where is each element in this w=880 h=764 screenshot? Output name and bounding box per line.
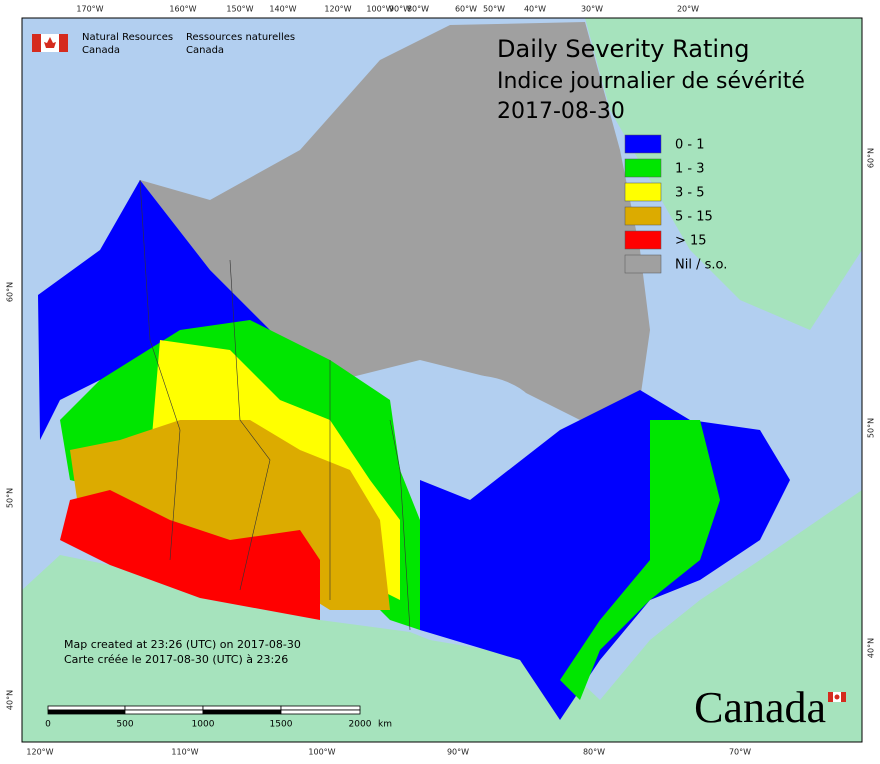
longitude-label: 90°W — [447, 748, 469, 757]
longitude-label: 120°W — [324, 5, 351, 14]
arctic-nil — [140, 22, 650, 420]
extreme-band — [60, 490, 320, 620]
org-en: Natural Resources — [82, 32, 173, 43]
scale-label: 1000 — [192, 720, 215, 730]
longitude-label: 70°W — [729, 748, 751, 757]
scale-segment — [202, 709, 282, 715]
scale-label: 0 — [45, 720, 51, 730]
legend-swatch — [624, 206, 662, 226]
hudson-bay — [400, 375, 540, 465]
latitude-label: 50°N — [867, 418, 876, 438]
legend-label: 3 - 5 — [675, 186, 705, 201]
legend-swatch — [624, 134, 662, 154]
org-fr: Canada — [186, 45, 224, 56]
frame — [21, 17, 863, 743]
scale-segment — [124, 709, 204, 715]
scale-unit: km — [378, 720, 392, 730]
latitude-label: 60°N — [6, 282, 15, 302]
scale-segment — [280, 709, 361, 715]
longitude-label: 80°W — [407, 5, 429, 14]
scale-label: 1500 — [270, 720, 293, 730]
east-moderate — [560, 420, 720, 700]
map-body — [22, 18, 862, 742]
legend-swatch — [624, 254, 662, 274]
longitude-label: 90°W — [389, 5, 411, 14]
longitude-label: 120°W — [26, 748, 53, 757]
wordmark: Canada — [694, 683, 826, 732]
nrcan-flag — [32, 34, 68, 52]
longitude-label: 80°W — [583, 748, 605, 757]
wordmark-flag — [828, 692, 846, 702]
title: 2017-08-30 — [497, 99, 625, 124]
title: Indice journalier de sévérité — [497, 69, 805, 94]
longitude-label: 140°W — [269, 5, 296, 14]
scale-segment — [202, 705, 282, 711]
borders — [139, 179, 411, 631]
latitude-label: 40°N — [6, 690, 15, 710]
legend-swatch — [624, 230, 662, 250]
longitude-label: 110°W — [171, 748, 198, 757]
legend-label: > 15 — [675, 234, 707, 249]
longitude-label: 100°W — [366, 5, 393, 14]
scale-label: 500 — [116, 720, 133, 730]
legend-label: 5 - 15 — [675, 210, 713, 225]
longitude-label: 60°W — [455, 5, 477, 14]
scale-segment — [47, 709, 126, 715]
legend-label: 1 - 3 — [675, 162, 705, 177]
org-fr: Ressources naturelles — [186, 32, 295, 43]
latitude-label: 60°N — [867, 148, 876, 168]
scale-segment — [280, 705, 361, 711]
legend-swatch — [624, 158, 662, 178]
credit: Map created at 23:26 (UTC) on 2017-08-30 — [64, 638, 301, 651]
legend-label: Nil / s.o. — [675, 258, 727, 273]
latitude-label: 50°N — [6, 488, 15, 508]
scale-label: 2000 — [349, 720, 372, 730]
scale-segment — [124, 705, 204, 711]
scale-segment — [47, 705, 126, 711]
longitude-label: 160°W — [169, 5, 196, 14]
credit: Carte créée le 2017-08-30 (UTC) à 23:26 — [64, 653, 288, 666]
usa-land — [22, 490, 862, 742]
title: Daily Severity Rating — [497, 35, 749, 63]
greenland — [585, 18, 862, 330]
longitude-label: 100°W — [308, 748, 335, 757]
org-en: Canada — [82, 45, 120, 56]
longitude-label: 30°W — [581, 5, 603, 14]
longitude-label: 40°W — [524, 5, 546, 14]
longitude-label: 50°W — [483, 5, 505, 14]
longitude-label: 150°W — [226, 5, 253, 14]
longitude-label: 20°W — [677, 5, 699, 14]
map-text: Natural Resources Canada Ressources natu… — [64, 32, 826, 732]
longitude-label: 170°W — [76, 5, 103, 14]
latitude-label: 40°N — [867, 638, 876, 658]
legend-label: 0 - 1 — [675, 138, 705, 153]
legend-swatch — [624, 182, 662, 202]
